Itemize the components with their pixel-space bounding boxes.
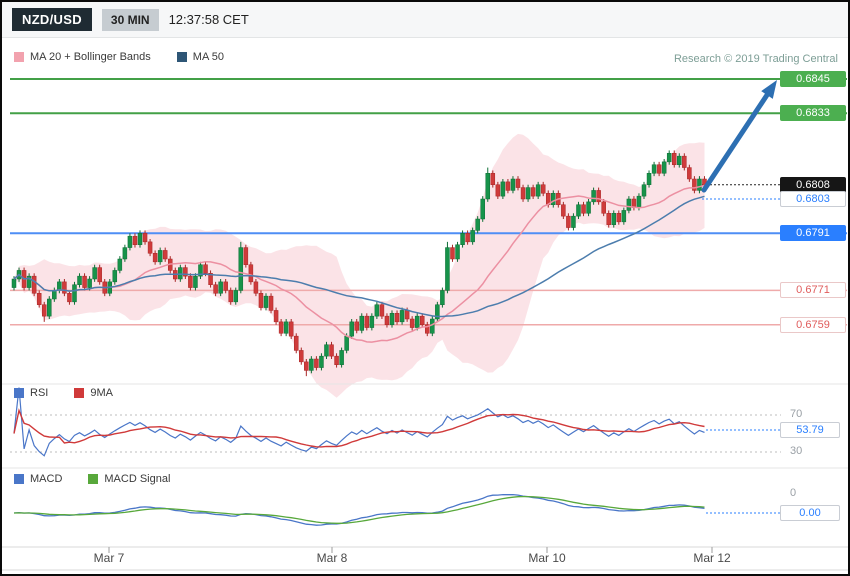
legend-label: MA 20 + Bollinger Bands [30, 51, 151, 63]
nine-ma-swatch-icon [74, 388, 85, 398]
legend-label: MACD Signal [104, 473, 171, 485]
macd-value-label: 0.00 [780, 505, 840, 521]
research-credit: Research © 2019 Trading Central [673, 53, 838, 65]
clock-time: 12:37:58 CET [168, 12, 249, 27]
macd-signal-swatch-icon [88, 474, 99, 484]
symbol-badge: NZD/USD [12, 8, 92, 31]
rsi-panel-lines [10, 387, 781, 457]
resistance-level-label: 0.6845 [780, 71, 846, 87]
macd-panel-lines [13, 493, 781, 526]
support-level-label: 0.6771 [780, 282, 846, 298]
x-axis-label: Mar 7 [93, 551, 125, 565]
price-level-lines [10, 78, 847, 326]
legend-item-ma50: MA 50 [176, 51, 224, 63]
legend-label: MA 50 [192, 51, 224, 63]
pivot-level-label: 0.6791 [780, 225, 846, 241]
x-axis-label: Mar 12 [693, 551, 731, 565]
panel-separators-and-axis [2, 383, 848, 571]
legend-item-rsi: RSI [14, 387, 48, 399]
price-legend: MA 20 + Bollinger Bands MA 50 [14, 51, 224, 63]
macd-legend: MACD MACD Signal [14, 473, 170, 485]
legend-label: RSI [30, 387, 49, 399]
ma50-swatch-icon [176, 52, 187, 62]
rsi-swatch-icon [14, 388, 24, 398]
legend-item-macd-signal: MACD Signal [88, 473, 170, 485]
x-axis-label: Mar 10 [528, 551, 566, 565]
ma50-line [13, 195, 705, 318]
candles [11, 150, 707, 377]
ma50-value-label: 0.6803 [780, 191, 846, 207]
rsi-legend: RSI 9MA [14, 387, 113, 399]
support-level-label: 0.6759 [780, 317, 846, 333]
projection-arrow [701, 80, 777, 193]
macd-swatch-icon [14, 474, 24, 484]
bollinger-band [14, 133, 705, 398]
resistance-level-label: 0.6833 [780, 105, 846, 121]
x-axis-label: Mar 8 [316, 551, 348, 565]
legend-item-macd: MACD [14, 473, 62, 485]
legend-item-9ma: 9MA [74, 387, 113, 399]
rsi-value-label: 53.79 [780, 422, 840, 438]
legend-label: 9MA [90, 387, 113, 399]
macd-zero-label: 0 [790, 487, 797, 499]
bollinger-swatch-icon [14, 52, 24, 62]
rsi-lower-bound-label: 30 [790, 445, 803, 457]
header: NZD/USD 30 MIN 12:37:58 CET [2, 2, 848, 38]
last-price-label: 0.6808 [780, 177, 846, 193]
rsi-upper-bound-label: 70 [790, 408, 803, 420]
legend-label: MACD [30, 473, 63, 485]
timeframe-badge[interactable]: 30 MIN [101, 8, 159, 31]
legend-item-bollinger: MA 20 + Bollinger Bands [14, 51, 151, 63]
